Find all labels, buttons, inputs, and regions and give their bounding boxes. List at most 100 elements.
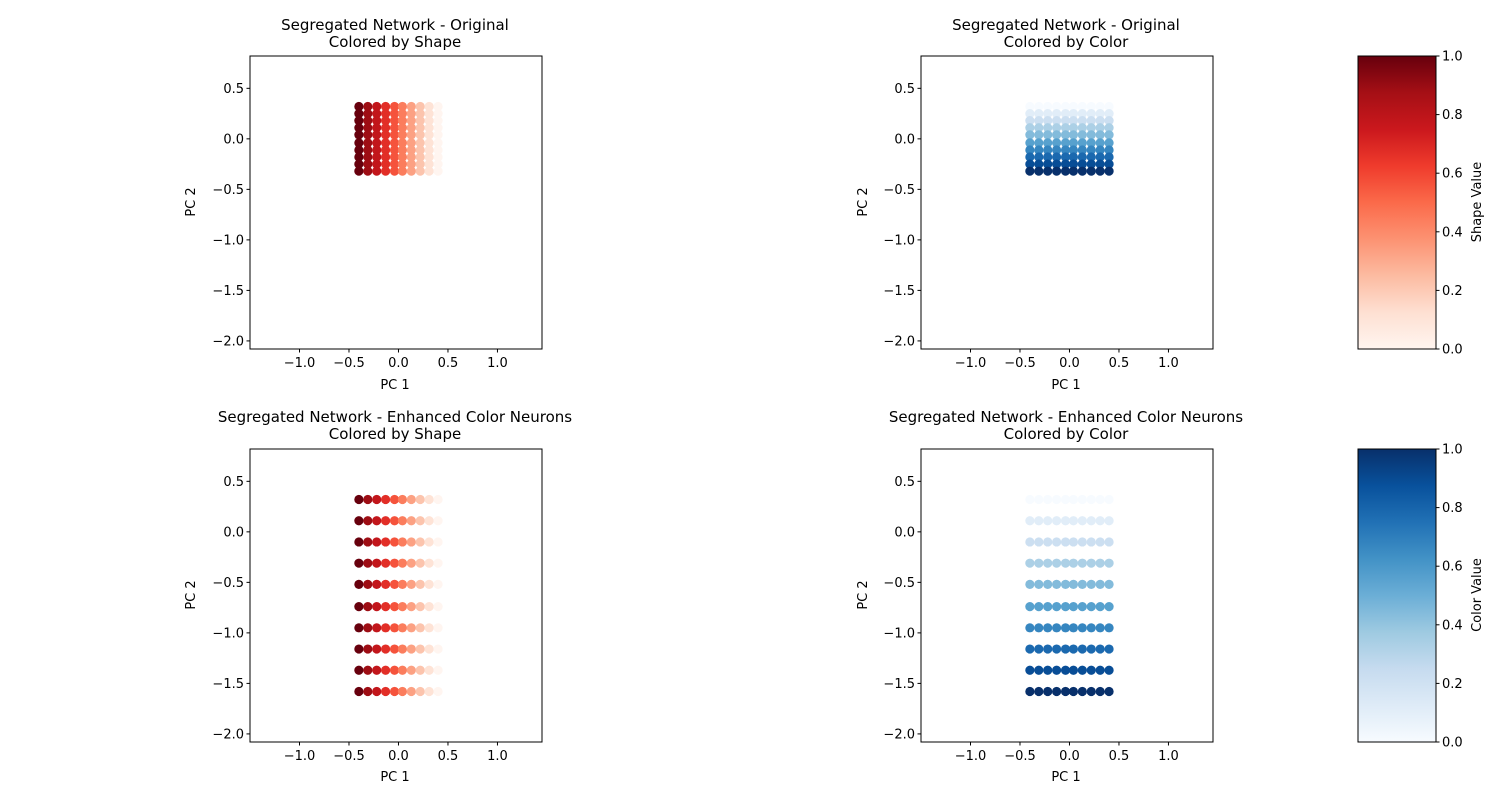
scatter-point (1087, 167, 1096, 176)
scatter-point (416, 130, 425, 139)
y-tick-label: 0.5 (223, 82, 244, 97)
scatter-point (363, 537, 372, 546)
scatter-point (1069, 623, 1078, 632)
scatter-point (1025, 644, 1034, 653)
scatter-point (363, 559, 372, 568)
scatter-point (1104, 580, 1113, 589)
scatter-point (416, 666, 425, 675)
scatter-point (407, 495, 416, 504)
scatter-point (1096, 130, 1105, 139)
scatter-point (1104, 559, 1113, 568)
colorbar-tick-label: 0.8 (1442, 108, 1463, 123)
x-tick-label: −0.5 (333, 356, 365, 371)
scatter-point (425, 537, 434, 546)
scatter-point (1025, 580, 1034, 589)
scatter-point (433, 537, 442, 546)
scatter-point (1096, 516, 1105, 525)
y-tick-label: 0.0 (223, 525, 244, 540)
panel-title-line2: Colored by Shape (329, 33, 462, 51)
scatter-point (1052, 602, 1061, 611)
scatter-point (1096, 580, 1105, 589)
scatter-point (1034, 559, 1043, 568)
scatter-point (1025, 495, 1034, 504)
scatter-point (1078, 495, 1087, 504)
scatter-point (363, 623, 372, 632)
scatter-point (1069, 602, 1078, 611)
scatter-point (425, 516, 434, 525)
scatter-point (416, 559, 425, 568)
scatter-point (354, 602, 363, 611)
scatter-point (1096, 666, 1105, 675)
scatter-point (1034, 602, 1043, 611)
scatter-point (398, 495, 407, 504)
scatter-point (1061, 580, 1070, 589)
scatter-point (381, 495, 390, 504)
scatter-point (390, 644, 399, 653)
y-tick-label: −1.0 (883, 233, 915, 248)
scatter-point (425, 130, 434, 139)
scatter-point (433, 623, 442, 632)
y-tick-label: −1.0 (212, 233, 244, 248)
scatter-point (372, 130, 381, 139)
colorbar-tick-label: 0.2 (1442, 677, 1463, 692)
scatter-point (398, 516, 407, 525)
x-axis-label: PC 1 (380, 770, 409, 785)
scatter-point (1025, 623, 1034, 632)
scatter-point (433, 644, 442, 653)
scatter-point (1061, 687, 1070, 696)
scatter-point (1061, 602, 1070, 611)
scatter-point (363, 580, 372, 589)
scatter-point (1034, 644, 1043, 653)
y-tick-label: −0.5 (212, 183, 244, 198)
scatter-point (1087, 559, 1096, 568)
scatter-point (433, 495, 442, 504)
scatter-point (1025, 516, 1034, 525)
colorbar-tick-label: 0.0 (1442, 343, 1463, 358)
colorbar-tick-label: 1.0 (1442, 50, 1463, 65)
scatter-point (1096, 167, 1105, 176)
scatter-point (1078, 602, 1087, 611)
scatter-point (425, 687, 434, 696)
x-tick-label: 1.0 (1158, 356, 1179, 371)
scatter-point (390, 559, 399, 568)
colorbar-tick-label: 0.2 (1442, 284, 1463, 299)
scatter-point (1069, 130, 1078, 139)
scatter-point (1061, 666, 1070, 675)
scatter-point (1087, 580, 1096, 589)
scatter-point (398, 666, 407, 675)
scatter-point (1025, 130, 1034, 139)
y-tick-label: −1.0 (883, 626, 915, 641)
scatter-point (1069, 687, 1078, 696)
scatter-point (1069, 167, 1078, 176)
scatter-point (1087, 516, 1096, 525)
colorbar-tick-label: 0.4 (1442, 225, 1463, 240)
colorbar-tick-label: 0.6 (1442, 167, 1463, 182)
x-tick-label: −1.0 (284, 749, 316, 764)
scatter-point (407, 623, 416, 632)
scatter-point (1043, 666, 1052, 675)
x-tick-label: −1.0 (955, 749, 987, 764)
scatter-point (433, 580, 442, 589)
x-tick-label: −1.0 (955, 356, 987, 371)
scatter-point (381, 602, 390, 611)
colorbar-label: Shape Value (1470, 162, 1485, 243)
scatter-point (1025, 167, 1034, 176)
y-tick-label: −0.5 (212, 576, 244, 591)
scatter-point (1096, 495, 1105, 504)
scatter-point (1043, 516, 1052, 525)
scatter-point (1104, 537, 1113, 546)
scatter-point (1087, 644, 1096, 653)
scatter-point (372, 602, 381, 611)
scatter-point (1034, 537, 1043, 546)
scatter-point (416, 602, 425, 611)
scatter-point (1104, 130, 1113, 139)
scatter-point (425, 644, 434, 653)
scatter-point (1034, 516, 1043, 525)
scatter-point (425, 602, 434, 611)
scatter-point (381, 537, 390, 546)
scatter-point (1043, 495, 1052, 504)
y-tick-label: 0.5 (894, 82, 915, 97)
scatter-point (1078, 687, 1087, 696)
scatter-point (390, 666, 399, 675)
